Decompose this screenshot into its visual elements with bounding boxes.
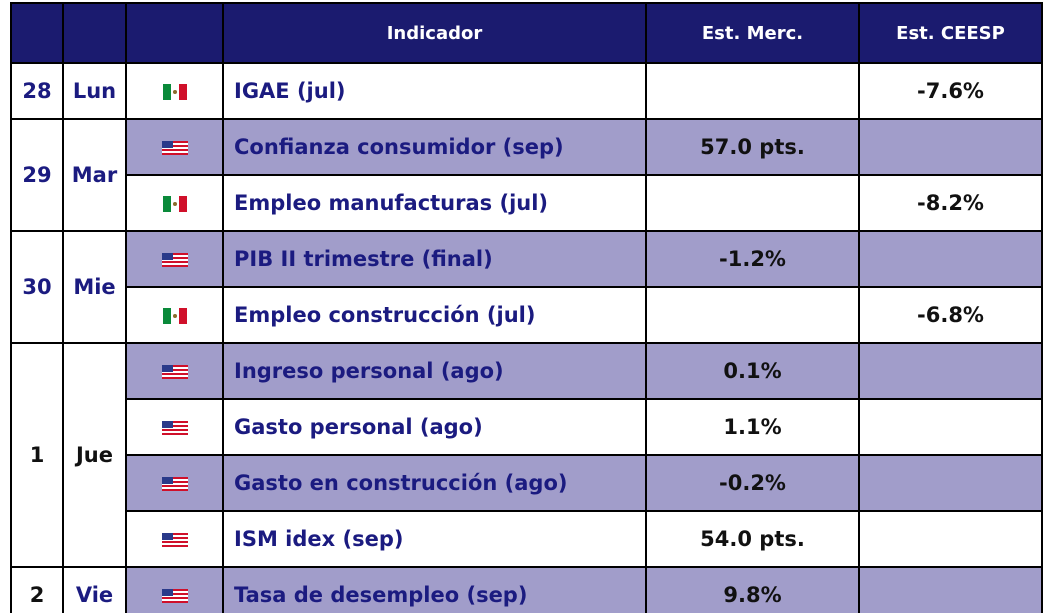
indicator: Gasto personal (ago) xyxy=(222,398,647,456)
est-ceesp xyxy=(858,454,1043,512)
header-cell: Est. Merc. xyxy=(645,2,860,64)
day-name: Lun xyxy=(62,62,127,120)
est-merc: 9.8% xyxy=(645,566,860,613)
indicator: PIB II trimestre (final) xyxy=(222,230,647,288)
day-number: 29 xyxy=(10,118,64,232)
est-ceesp xyxy=(858,342,1043,400)
row: 1 Jue Ingreso personal (ago) 0.1% xyxy=(10,342,1043,568)
day-name: Mar xyxy=(62,118,127,232)
row: Empleo construcción (jul) -6.8% xyxy=(11,286,1043,344)
est-merc: 57.0 pts. xyxy=(645,118,860,176)
est-merc: 1.1% xyxy=(645,398,860,456)
est-ceesp: -7.6% xyxy=(858,62,1043,120)
indicator: Confianza consumidor (sep) xyxy=(222,118,647,176)
flag xyxy=(125,174,224,232)
row: 2 Vie Tasa de desempleo (sep) 9.8% xyxy=(10,566,1043,613)
row: Gasto en construcción (ago) -0.2% xyxy=(11,454,1043,512)
indicator: IGAE (jul) xyxy=(222,62,647,120)
row: Gasto personal (ago) 1.1% xyxy=(11,398,1043,456)
flag xyxy=(125,566,224,613)
est-merc xyxy=(645,174,860,232)
indicator: Empleo construcción (jul) xyxy=(222,286,647,344)
indicator: Gasto en construcción (ago) xyxy=(222,454,647,512)
row: ISM idex (sep) 54.0 pts. xyxy=(11,510,1043,568)
day-name: Jue xyxy=(62,342,127,568)
indicator: ISM idex (sep) xyxy=(222,510,647,568)
flag xyxy=(125,230,224,288)
est-ceesp: -8.2% xyxy=(858,174,1043,232)
day-number: 2 xyxy=(10,566,64,613)
row: 30 Mie PIB II trimestre (final) -1.2% xyxy=(10,230,1043,344)
est-merc: 0.1% xyxy=(645,342,860,400)
est-merc: -1.2% xyxy=(645,230,860,288)
row: Empleo manufacturas (jul) -8.2% xyxy=(11,174,1043,232)
est-merc: -0.2% xyxy=(645,454,860,512)
flag xyxy=(125,286,224,344)
header-cell: Indicador xyxy=(222,2,647,64)
flag xyxy=(125,118,224,176)
flag xyxy=(125,510,224,568)
indicator: Empleo manufacturas (jul) xyxy=(222,174,647,232)
flag xyxy=(125,454,224,512)
est-ceesp xyxy=(858,398,1043,456)
est-ceesp xyxy=(858,566,1043,613)
flag xyxy=(125,398,224,456)
est-ceesp: -6.8% xyxy=(858,286,1043,344)
header-cell xyxy=(62,2,127,64)
day-name: Vie xyxy=(62,566,127,613)
est-merc: 54.0 pts. xyxy=(645,510,860,568)
row: 28 Lun IGAE (jul) -7.6% xyxy=(10,62,1043,120)
est-ceesp xyxy=(858,230,1043,288)
est-ceesp xyxy=(858,510,1043,568)
header-row: Indicador Est. Merc. Est. CEESP xyxy=(10,2,1043,64)
day-name: Mie xyxy=(62,230,127,344)
day-number: 30 xyxy=(10,230,64,344)
flag xyxy=(125,62,224,120)
est-ceesp xyxy=(858,118,1043,176)
indicator: Tasa de desempleo (sep) xyxy=(222,566,647,613)
day-number: 1 xyxy=(10,342,64,568)
indicator: Ingreso personal (ago) xyxy=(222,342,647,400)
flag xyxy=(125,342,224,400)
header-cell xyxy=(125,2,224,64)
est-merc xyxy=(645,62,860,120)
header-cell: Est. CEESP xyxy=(858,2,1043,64)
est-merc xyxy=(645,286,860,344)
day-number: 28 xyxy=(10,62,64,120)
row: 29 Mar Confianza consumidor (sep) 57.0 p… xyxy=(10,118,1043,232)
calendar-table: Indicador Est. Merc. Est. CEESP 28 Lun I… xyxy=(10,2,1043,613)
header-cell xyxy=(10,2,64,64)
